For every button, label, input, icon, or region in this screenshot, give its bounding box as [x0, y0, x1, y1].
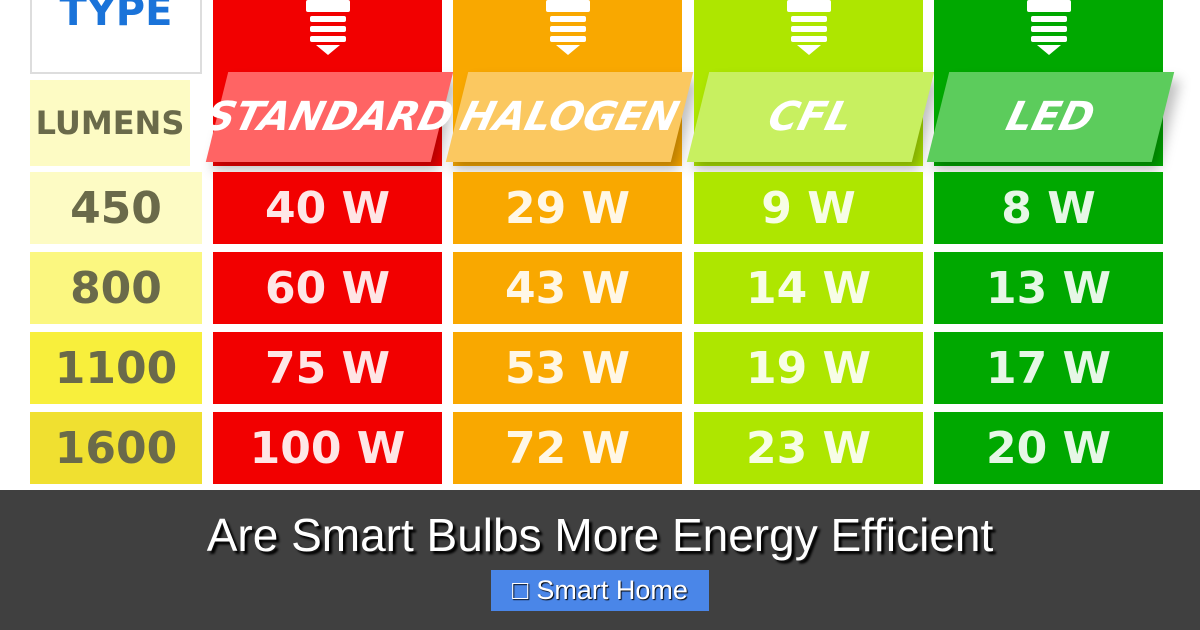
column-label-text: HALOGEN [455, 94, 684, 140]
bulb-icon [1026, 0, 1071, 60]
wattage-cell: 20 W [934, 412, 1163, 484]
wattage-cell: 23 W [694, 412, 923, 484]
category-badge[interactable]: □ Smart Home [491, 570, 709, 611]
wattage-cell: 43 W [453, 252, 682, 324]
wattage-cell: 53 W [453, 332, 682, 404]
bulb-icon [305, 0, 350, 60]
folder-icon: □ [512, 575, 529, 605]
column-label-text: LED [1001, 94, 1100, 140]
column-label: STANDARD [201, 72, 458, 162]
wattage-cell: 60 W [213, 252, 442, 324]
type-header: TYPE [30, 0, 202, 74]
wattage-cell: 9 W [694, 172, 923, 244]
lumens-cell: 450 [30, 172, 202, 244]
wattage-cell: 75 W [213, 332, 442, 404]
wattage-cell: 13 W [934, 252, 1163, 324]
category-label: Smart Home [536, 575, 688, 605]
lumens-header: LUMENS [30, 80, 190, 166]
column-label-text: CFL [763, 94, 858, 140]
column-label: LED [926, 72, 1175, 162]
column-label: HALOGEN [445, 72, 694, 162]
lumens-cell: 800 [30, 252, 202, 324]
wattage-cell: 14 W [694, 252, 923, 324]
wattage-cell: 8 W [934, 172, 1163, 244]
lumens-cell: 1100 [30, 332, 202, 404]
lumens-cell: 1600 [30, 412, 202, 484]
wattage-cell: 19 W [694, 332, 923, 404]
bulb-icon [786, 0, 831, 60]
column-label-text: STANDARD [200, 94, 459, 140]
wattage-cell: 100 W [213, 412, 442, 484]
column-label: CFL [686, 72, 935, 162]
post-title: Are Smart Bulbs More Energy Efficient [206, 509, 994, 561]
wattage-cell: 29 W [453, 172, 682, 244]
bulb-icon [545, 0, 590, 60]
wattage-cell: 40 W [213, 172, 442, 244]
wattage-cell: 17 W [934, 332, 1163, 404]
wattage-cell: 72 W [453, 412, 682, 484]
